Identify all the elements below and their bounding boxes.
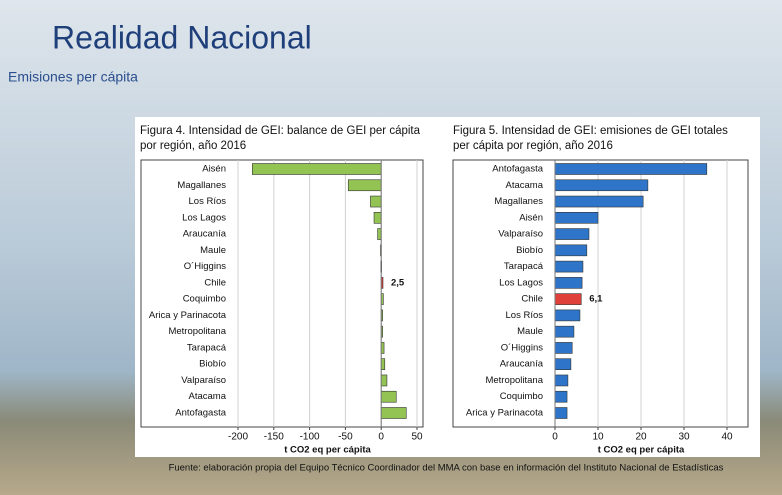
x-tick-label: 0 bbox=[552, 432, 558, 443]
y-tick-label: Maule bbox=[200, 245, 226, 256]
bar bbox=[380, 358, 386, 371]
bar bbox=[380, 407, 407, 419]
bar bbox=[554, 195, 644, 208]
x-axis-label: t CO2 eq per cápita bbox=[598, 445, 685, 456]
y-tick-label: Coquimbo bbox=[500, 391, 543, 402]
y-tick-label: O´Higgins bbox=[501, 342, 543, 353]
x-tick-label: 20 bbox=[635, 432, 647, 443]
x-tick-label: -50 bbox=[338, 432, 353, 443]
slide-subtitle: Emisiones per cápita bbox=[8, 69, 138, 85]
bar bbox=[554, 277, 583, 289]
y-tick-label: Atacama bbox=[189, 391, 227, 402]
x-tick-label: 50 bbox=[411, 432, 423, 443]
y-tick-label: Arica y Parinacota bbox=[466, 408, 544, 419]
x-tick-label: 0 bbox=[378, 432, 384, 443]
y-tick-label: Coquimbo bbox=[183, 294, 226, 305]
x-tick-label: -100 bbox=[300, 432, 320, 443]
y-tick-label: Tarapacá bbox=[504, 261, 544, 272]
y-tick-label: Los Lagos bbox=[499, 277, 543, 288]
y-tick-label: Metropolitana bbox=[485, 375, 543, 386]
y-tick-label: Metropolitana bbox=[168, 326, 226, 337]
bar bbox=[380, 374, 388, 387]
x-tick-label: -150 bbox=[264, 432, 284, 443]
bar bbox=[554, 212, 599, 224]
bar bbox=[380, 390, 397, 403]
bar bbox=[554, 309, 581, 322]
chart-title: per cápita por región, año 2016 bbox=[453, 140, 613, 152]
y-tick-label: Biobío bbox=[199, 359, 226, 370]
y-tick-label: Magallanes bbox=[177, 180, 226, 191]
y-tick-label: Araucanía bbox=[500, 359, 544, 370]
bar bbox=[554, 179, 649, 192]
y-tick-label: Aisén bbox=[202, 164, 226, 175]
y-tick-label: Chile bbox=[521, 294, 543, 305]
y-tick-label: Tarapacá bbox=[187, 342, 227, 353]
x-tick-label: 40 bbox=[721, 432, 733, 443]
plot-frame bbox=[452, 159, 749, 428]
bar bbox=[377, 228, 382, 240]
y-tick-label: Atacama bbox=[506, 180, 544, 191]
x-tick-label: -200 bbox=[228, 432, 248, 443]
y-tick-label: Aisén bbox=[519, 212, 543, 223]
bar bbox=[347, 179, 382, 192]
value-label: 2,5 bbox=[391, 277, 405, 288]
y-tick-label: Los Ríos bbox=[189, 196, 227, 207]
bar bbox=[370, 195, 382, 208]
slide-title: Realidad Nacional bbox=[52, 19, 312, 55]
y-tick-label: Maule bbox=[517, 326, 543, 337]
y-tick-label: Valparaíso bbox=[498, 229, 543, 240]
y-tick-label: Chile bbox=[204, 277, 226, 288]
y-tick-label: Antofagasta bbox=[175, 408, 226, 419]
bar bbox=[252, 163, 382, 175]
y-tick-label: Los Ríos bbox=[506, 310, 544, 321]
plot-frame bbox=[140, 159, 424, 428]
bar bbox=[554, 244, 588, 257]
bar bbox=[554, 358, 572, 371]
bar bbox=[554, 228, 590, 240]
x-axis-label: t CO2 eq per cápita bbox=[284, 445, 371, 456]
y-tick-label: Los Lagos bbox=[182, 212, 226, 223]
chart-title: Figura 4. Intensidad de GEI: balance de … bbox=[140, 125, 421, 137]
chart-title: Figura 5. Intensidad de GEI: emisiones d… bbox=[453, 125, 728, 137]
x-tick-label: 30 bbox=[678, 432, 690, 443]
source: Fuente: elaboración propia del Equipo Té… bbox=[169, 463, 724, 474]
y-tick-label: Magallanes bbox=[494, 196, 543, 207]
bar bbox=[554, 325, 575, 338]
bar bbox=[554, 390, 568, 403]
bar bbox=[554, 407, 568, 419]
bar bbox=[554, 260, 584, 273]
bar bbox=[554, 163, 708, 175]
bar bbox=[373, 212, 382, 224]
y-tick-label: Arica y Parinacota bbox=[149, 310, 227, 321]
chart-title: por región, año 2016 bbox=[140, 140, 246, 152]
x-tick-label: 10 bbox=[592, 432, 604, 443]
value-label: 6,1 bbox=[589, 294, 603, 305]
y-tick-label: Antofagasta bbox=[492, 164, 543, 175]
y-tick-label: O´Higgins bbox=[184, 261, 226, 272]
bar bbox=[554, 374, 569, 387]
y-tick-label: Biobío bbox=[516, 245, 543, 256]
bar bbox=[554, 293, 582, 305]
y-tick-label: Valparaíso bbox=[181, 375, 226, 386]
y-tick-label: Araucanía bbox=[183, 229, 227, 240]
bar bbox=[554, 342, 573, 354]
